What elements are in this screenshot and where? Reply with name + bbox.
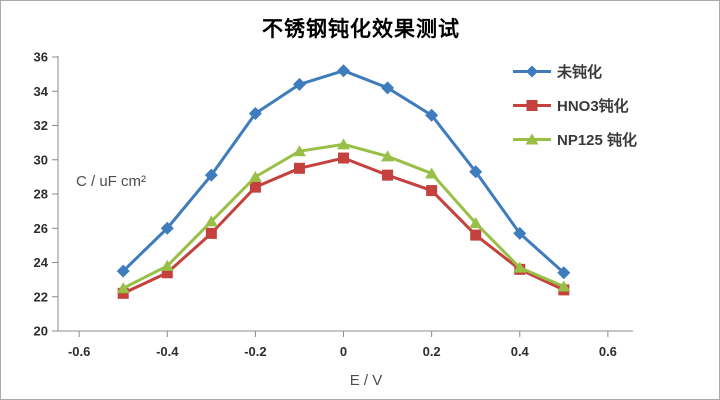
marker-triangle	[292, 145, 306, 157]
legend-label: HNO3钝化	[557, 98, 629, 115]
marker-square	[470, 229, 482, 241]
y-tick-label: 34	[34, 84, 49, 99]
x-tick-label: 0	[340, 344, 347, 359]
marker-triangle	[469, 217, 483, 229]
marker-diamond	[337, 64, 351, 78]
marker-diamond	[425, 108, 439, 122]
chart-title: 不锈钢钝化效果测试	[262, 18, 460, 41]
marker-diamond	[381, 81, 395, 95]
x-tick-label: -0.4	[156, 344, 179, 359]
x-tick-label: 0.6	[599, 344, 617, 359]
y-tick-label: 26	[34, 221, 48, 236]
y-tick-label: 24	[34, 255, 49, 270]
marker-triangle	[116, 282, 130, 294]
marker-diamond	[292, 77, 306, 91]
marker-square	[293, 162, 305, 174]
marker-square	[117, 287, 129, 299]
y-tick-label: 36	[34, 50, 48, 65]
marker-diamond	[160, 221, 174, 235]
y-tick-label: 22	[34, 289, 48, 304]
marker-diamond	[248, 107, 262, 121]
marker-square	[205, 227, 217, 239]
legend-label: 未钝化	[557, 64, 603, 81]
y-tick-label: 20	[34, 324, 48, 339]
marker-square	[382, 169, 394, 181]
marker-diamond	[557, 266, 571, 280]
marker-square	[338, 152, 350, 164]
marker-triangle	[557, 280, 571, 292]
marker-triangle	[248, 170, 262, 182]
marker-triangle	[425, 167, 439, 179]
series-line-2	[121, 142, 566, 290]
marker-triangle	[337, 138, 351, 150]
marker-square	[161, 267, 173, 279]
marker-triangle	[513, 261, 527, 273]
y-tick-label: 30	[34, 152, 48, 167]
marker-triangle	[381, 150, 395, 162]
y-tick-label: 32	[34, 118, 48, 133]
marker-square	[426, 185, 438, 197]
x-tick-label: -0.2	[244, 344, 266, 359]
x-axis-label: E / V	[349, 372, 383, 389]
marker-diamond	[116, 264, 130, 278]
legend-label: NP125 钝化	[557, 132, 638, 149]
marker-triangle	[160, 259, 174, 271]
marker-triangle	[204, 215, 218, 227]
series-line-1	[121, 156, 566, 295]
legend-item-series-1: HNO3钝化	[513, 95, 637, 116]
x-tick-label: 0.2	[423, 344, 441, 359]
x-tick-label: -0.6	[68, 344, 90, 359]
x-tick-label: 0.4	[511, 344, 530, 359]
marker-diamond	[204, 168, 218, 182]
line-square-marker-icon	[513, 100, 551, 111]
marker-diamond	[513, 226, 527, 240]
legend: 未钝化 HNO3钝化 NP125 钝化	[513, 61, 637, 163]
marker-square	[249, 181, 261, 193]
y-axis-label: C / uF cm²	[76, 173, 146, 190]
line-triangle-marker-icon	[513, 133, 551, 145]
legend-item-series-2: NP125 钝化	[513, 129, 637, 150]
legend-item-series-0: 未钝化	[513, 61, 637, 82]
y-tick-label: 28	[34, 187, 48, 202]
marker-diamond	[469, 165, 483, 179]
line-diamond-marker-icon	[513, 65, 551, 78]
